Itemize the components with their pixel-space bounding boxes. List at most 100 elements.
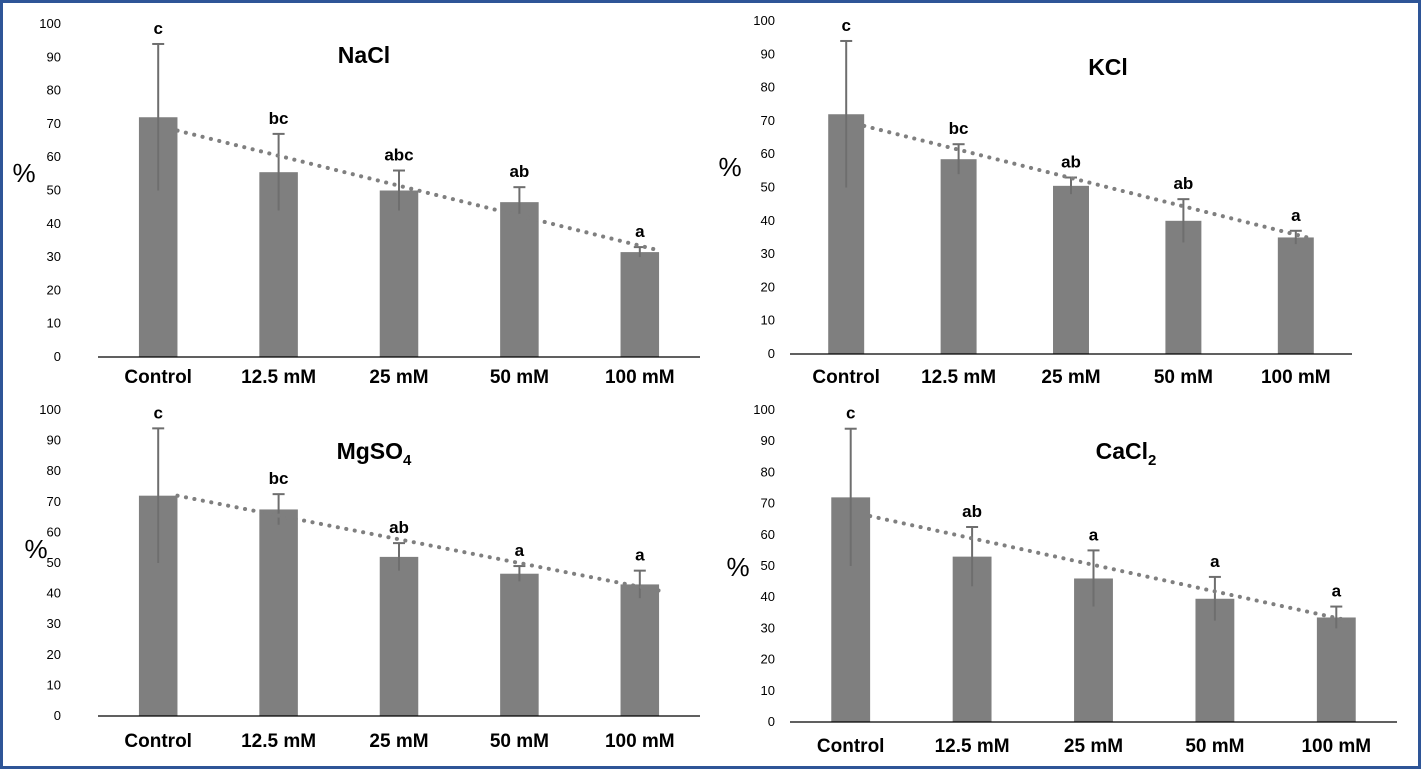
significance-letter: a — [515, 541, 525, 560]
y-tick-label: 90 — [47, 49, 61, 64]
significance-letter: a — [635, 546, 645, 565]
y-tick-label: 100 — [753, 402, 775, 417]
chart-title-subscript: 4 — [403, 452, 412, 469]
y-tick-label: 90 — [761, 433, 775, 448]
y-tick-label: 50 — [47, 183, 61, 198]
y-tick-label: 60 — [761, 527, 775, 542]
bar-12-5-mm — [259, 509, 298, 716]
y-tick-label: 20 — [761, 652, 775, 667]
y-tick-label: 100 — [39, 402, 61, 417]
significance-letter: c — [846, 404, 855, 423]
y-tick-label: 0 — [54, 349, 61, 364]
x-tick-label: Control — [817, 736, 885, 757]
bar-100-mm — [620, 584, 660, 716]
bar-25-mm — [1053, 185, 1089, 354]
chart-title-main: NaCl — [338, 42, 390, 68]
y-tick-label: 0 — [768, 714, 775, 729]
x-tick-label: 25 mM — [1064, 736, 1123, 757]
significance-letter: c — [841, 16, 850, 35]
chart-title: NaCl — [338, 42, 390, 68]
y-tick-label: 0 — [768, 346, 775, 361]
y-tick-label: 50 — [47, 555, 61, 570]
y-tick-label: 0 — [54, 708, 61, 723]
y-tick-label: 40 — [761, 589, 775, 604]
bar-25-mm — [379, 556, 419, 716]
trendline — [175, 128, 662, 253]
significance-letter: ab — [509, 162, 529, 181]
x-tick-label: 50 mM — [1185, 736, 1244, 757]
chart-panel-mgso4: 0 10 20 30 40 50 60 70 80 90 100 c bc ab a a Control 12.5… — [24, 402, 700, 752]
chart-panel-kcl: 0 10 20 30 40 50 60 70 80 90 100 c bc ab ab a Control 12.… — [718, 13, 1352, 388]
y-tick-label: 30 — [761, 246, 775, 261]
bar-100-mm — [1277, 237, 1314, 354]
x-tick-label: 100 mM — [605, 731, 675, 752]
y-tick-label: 70 — [47, 494, 61, 509]
bar-100-mm — [1316, 617, 1356, 722]
bar-50-mm — [500, 202, 539, 357]
x-tick-label: 100 mM — [1261, 367, 1331, 388]
significance-letter: abc — [384, 146, 413, 165]
significance-letter: bc — [949, 119, 969, 138]
significance-letter: a — [635, 222, 645, 241]
x-tick-label: 25 mM — [369, 731, 428, 752]
x-tick-label: 25 mM — [369, 367, 428, 388]
y-tick-label: 20 — [761, 279, 775, 294]
trendline — [175, 493, 662, 593]
bar-100-mm — [620, 252, 660, 357]
trendline — [868, 514, 1358, 625]
significance-letter: bc — [269, 109, 289, 128]
chart-panel-nacl: 0 10 20 30 40 50 60 70 80 90 100 c bc abc ab a Control 12… — [12, 16, 700, 388]
x-tick-label: Control — [812, 367, 880, 388]
trendline — [862, 123, 1316, 242]
x-tick-label: 50 mM — [490, 731, 549, 752]
bar-25-mm — [379, 190, 419, 357]
y-axis-label: % — [24, 534, 47, 564]
x-tick-label: 12.5 mM — [921, 367, 996, 388]
y-tick-label: 10 — [761, 313, 775, 328]
y-tick-label: 60 — [761, 146, 775, 161]
x-tick-label: 25 mM — [1041, 367, 1100, 388]
y-axis-label: % — [726, 552, 749, 582]
y-tick-label: 100 — [753, 13, 775, 28]
significance-letter: ab — [389, 518, 409, 537]
significance-letter: ab — [1173, 174, 1193, 193]
y-tick-label: 100 — [39, 16, 61, 31]
y-tick-label: 90 — [761, 46, 775, 61]
y-tick-label: 20 — [47, 282, 61, 297]
chart-title: KCl — [1088, 54, 1128, 80]
y-tick-label: 80 — [761, 464, 775, 479]
y-tick-label: 70 — [761, 113, 775, 128]
y-tick-label: 20 — [47, 647, 61, 662]
significance-letter: a — [1291, 206, 1301, 225]
x-tick-label: 50 mM — [490, 367, 549, 388]
y-tick-label: 10 — [761, 683, 775, 698]
y-tick-label: 50 — [761, 180, 775, 195]
chart-panel-cacl2: 0 10 20 30 40 50 60 70 80 90 100 c ab a a a Control 12.5 … — [726, 402, 1397, 757]
y-tick-label: 70 — [761, 496, 775, 511]
significance-letter: a — [1210, 552, 1220, 571]
x-tick-label: Control — [124, 731, 192, 752]
significance-letter: c — [153, 19, 162, 38]
y-tick-label: 80 — [761, 80, 775, 95]
y-tick-label: 10 — [47, 677, 61, 692]
y-tick-label: 60 — [47, 524, 61, 539]
x-tick-label: Control — [124, 367, 192, 388]
chart-title-main: KCl — [1088, 54, 1128, 80]
significance-letter: a — [1332, 582, 1342, 601]
bar-50-mm — [500, 573, 539, 716]
x-tick-label: 100 mM — [1301, 736, 1371, 757]
significance-letter: a — [1089, 525, 1099, 544]
y-tick-label: 30 — [47, 249, 61, 264]
y-tick-label: 30 — [47, 616, 61, 631]
y-axis-label: % — [718, 152, 741, 182]
y-tick-label: 50 — [761, 558, 775, 573]
x-tick-label: 50 mM — [1154, 367, 1213, 388]
y-tick-label: 40 — [47, 216, 61, 231]
chart-title-main: MgSO — [337, 438, 403, 464]
y-tick-label: 70 — [47, 116, 61, 131]
significance-letter: ab — [1061, 153, 1081, 172]
significance-letter: ab — [962, 502, 982, 521]
x-tick-label: 12.5 mM — [241, 367, 316, 388]
y-tick-label: 90 — [47, 433, 61, 448]
